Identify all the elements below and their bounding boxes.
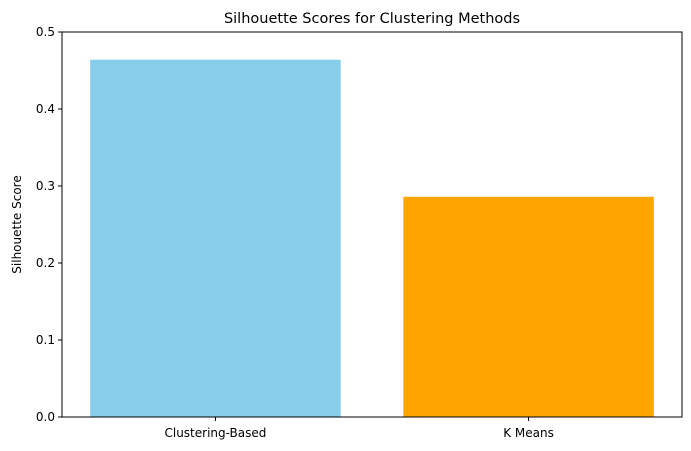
y-tick-label: 0.5 bbox=[36, 25, 55, 39]
y-tick-label: 0.1 bbox=[36, 333, 55, 347]
y-tick-label: 0.4 bbox=[36, 102, 55, 116]
bar-k-means bbox=[403, 196, 654, 417]
bar-clustering-based bbox=[90, 59, 341, 417]
plot-frame bbox=[61, 31, 683, 418]
y-axis-label: Silhouette Score bbox=[10, 175, 24, 273]
y-tick-label: 0.3 bbox=[36, 179, 55, 193]
x-ticks-layer: Clustering-Based K Means bbox=[164, 417, 554, 440]
x-tick-label: Clustering-Based bbox=[164, 426, 266, 440]
y-ticks-layer: 0.0 0.1 0.2 0.3 0.4 0.5 bbox=[36, 25, 62, 424]
chart-title: Silhouette Scores for Clustering Methods bbox=[224, 11, 520, 27]
bars-layer bbox=[90, 59, 654, 417]
y-tick-label: 0.0 bbox=[36, 410, 55, 424]
y-tick-label: 0.2 bbox=[36, 256, 55, 270]
x-tick-label: K Means bbox=[503, 426, 554, 440]
